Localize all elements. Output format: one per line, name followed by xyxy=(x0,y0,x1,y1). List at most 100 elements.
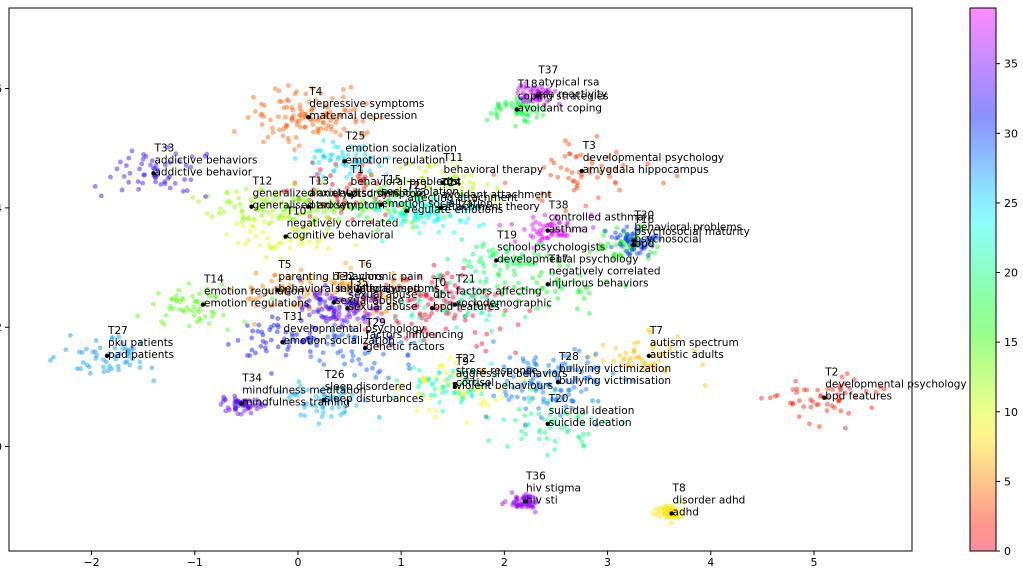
scatter-point xyxy=(579,174,584,180)
scatter-point xyxy=(390,278,396,284)
scatter-point xyxy=(583,203,589,209)
scatter-point xyxy=(353,205,359,211)
scatter-point xyxy=(428,201,434,207)
scatter-point xyxy=(631,231,636,236)
scatter-point xyxy=(668,507,674,512)
scatter-point xyxy=(243,398,249,403)
scatter-point xyxy=(321,393,327,398)
scatter-point xyxy=(218,206,223,212)
annotation-label: sexual abuse xyxy=(348,301,417,313)
scatter-point xyxy=(365,205,371,211)
scatter-point xyxy=(649,239,654,245)
scatter-point xyxy=(593,351,599,357)
scatter-point xyxy=(340,205,346,211)
scatter-point xyxy=(408,286,413,292)
scatter-point xyxy=(202,153,208,159)
colorbar-tick-label: 35 xyxy=(1004,58,1018,71)
scatter-point xyxy=(245,237,251,243)
scatter-point xyxy=(330,152,335,158)
scatter-point xyxy=(224,200,230,205)
scatter-point xyxy=(551,160,557,166)
scatter-point xyxy=(483,382,489,388)
scatter-point xyxy=(587,311,592,316)
scatter-point xyxy=(390,270,396,276)
scatter-point xyxy=(424,293,429,298)
scatter-point xyxy=(511,268,517,273)
scatter-point xyxy=(398,275,404,281)
scatter-point xyxy=(286,291,292,297)
scatter-point xyxy=(301,294,306,300)
scatter-point xyxy=(441,205,447,211)
scatter-point xyxy=(553,397,559,402)
scatter-point xyxy=(78,366,83,372)
scatter-point xyxy=(379,289,384,295)
scatter-point xyxy=(635,242,640,248)
scatter-point xyxy=(464,312,470,318)
colorbar-tick-label: 20 xyxy=(1004,267,1018,280)
scatter-point xyxy=(520,502,525,507)
scatter-point xyxy=(358,169,364,175)
x-tick-label: −2 xyxy=(83,556,99,569)
scatter-point xyxy=(307,349,313,354)
scatter-point xyxy=(530,215,536,220)
scatter-point xyxy=(396,320,401,326)
scatter-point xyxy=(387,201,393,207)
scatter-point xyxy=(421,204,427,210)
scatter-point xyxy=(351,203,357,209)
scatter-point xyxy=(127,170,133,176)
scatter-point xyxy=(484,331,490,337)
scatter-point xyxy=(319,202,325,207)
scatter-point xyxy=(323,303,329,309)
scatter-point xyxy=(675,514,680,520)
scatter-point xyxy=(643,244,648,250)
scatter-point xyxy=(605,154,611,160)
scatter-point xyxy=(461,377,467,383)
scatter-point xyxy=(332,337,337,343)
scatter-point xyxy=(321,119,326,125)
scatter-point xyxy=(438,277,444,282)
scatter-point xyxy=(251,216,257,222)
scatter-point xyxy=(626,363,631,368)
scatter-point xyxy=(188,164,194,170)
scatter-point xyxy=(663,504,669,509)
scatter-point xyxy=(299,389,304,395)
scatter-point xyxy=(441,377,447,382)
scatter-point xyxy=(301,401,307,407)
scatter-point xyxy=(459,397,465,402)
scatter-point xyxy=(595,398,601,404)
scatter-point xyxy=(452,174,458,180)
scatter-point xyxy=(675,334,681,339)
scatter-point xyxy=(569,398,574,403)
scatter-point xyxy=(409,313,414,319)
scatter-point xyxy=(320,404,325,410)
scatter-point xyxy=(529,381,535,387)
scatter-point xyxy=(445,270,450,276)
scatter-point xyxy=(338,393,344,398)
annotation-label: addictive behaviors xyxy=(154,154,257,166)
scatter-point xyxy=(642,361,647,366)
scatter-point xyxy=(652,341,658,347)
scatter-point xyxy=(359,203,365,209)
annotation-label: T7 xyxy=(649,325,663,337)
annotation-label: T6 xyxy=(358,259,372,271)
scatter-point xyxy=(299,307,305,313)
scatter-point xyxy=(211,310,217,316)
scatter-point xyxy=(464,288,470,294)
scatter-point xyxy=(691,348,697,353)
scatter-point xyxy=(256,322,262,328)
scatter-point xyxy=(352,188,358,193)
scatter-point xyxy=(341,87,346,92)
scatter-point xyxy=(153,179,158,185)
scatter-point xyxy=(342,197,347,203)
scatter-point xyxy=(292,391,298,397)
scatter-point xyxy=(125,348,131,354)
scatter-point xyxy=(299,211,304,217)
scatter-point xyxy=(491,339,496,344)
annotation-label: suicide ideation xyxy=(549,417,632,429)
annotation-label: mindfulness meditation xyxy=(242,385,366,397)
scatter-point xyxy=(528,411,534,417)
scatter-point xyxy=(527,399,532,404)
scatter-point xyxy=(376,207,382,213)
scatter-point xyxy=(257,294,263,300)
scatter-point xyxy=(523,406,529,412)
